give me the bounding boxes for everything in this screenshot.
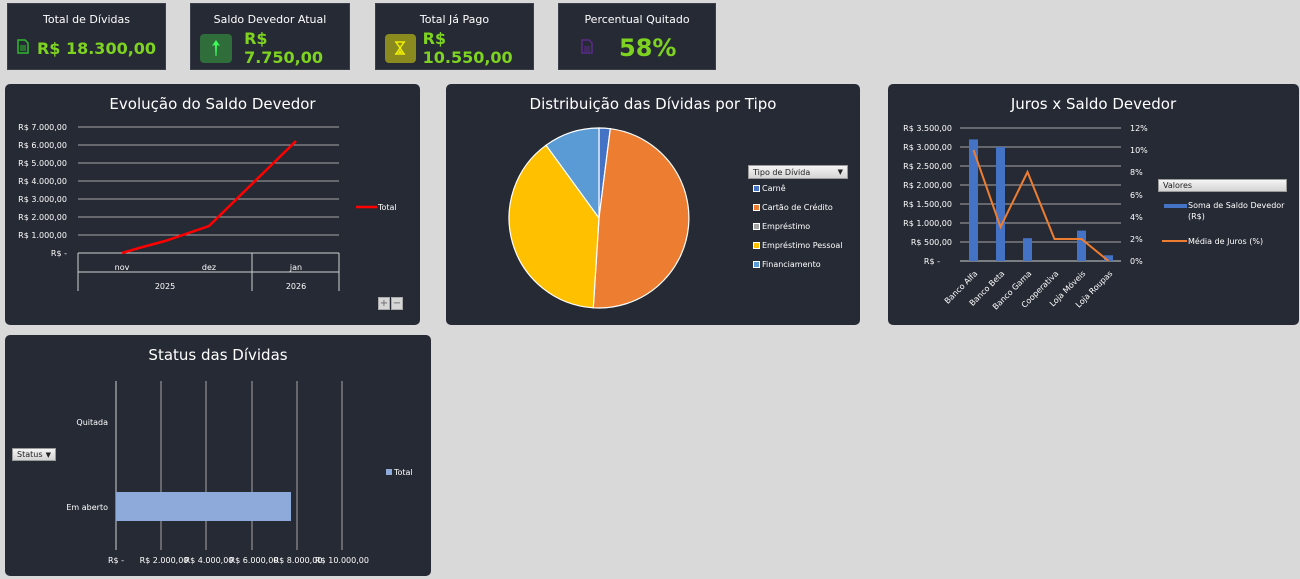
chart-evolucao-saldo[interactable]: Evolução do Saldo Devedor R$ 7.000,00 R$… — [5, 84, 420, 325]
svg-text:jan: jan — [289, 263, 302, 272]
kpi-total-pago: Total Já Pago R$ 10.550,00 — [375, 3, 534, 70]
svg-text:R$ -: R$ - — [924, 257, 940, 266]
chart-juros-saldo[interactable]: Juros x Saldo Devedor R$ 3.500,00 R$ 3.0… — [888, 84, 1299, 325]
valores-legend-header: Valores — [1158, 179, 1287, 192]
kpi-title: Total de Dívidas — [43, 13, 130, 26]
line-media-juros — [972, 149, 1110, 262]
legend-total: Total — [377, 203, 397, 212]
svg-text:2026: 2026 — [286, 282, 306, 291]
svg-text:8%: 8% — [1130, 168, 1143, 177]
svg-text:R$ 8.000,00: R$ 8.000,00 — [274, 556, 323, 565]
svg-text:R$ 3.000,00: R$ 3.000,00 — [903, 143, 952, 152]
svg-text:R$ 6.000,00: R$ 6.000,00 — [18, 141, 67, 150]
kpi-value: R$ 18.300,00 — [36, 38, 157, 58]
pie-chart-plot — [508, 127, 690, 309]
legend-emprestimo-pessoal: Empréstimo Pessoal — [753, 241, 843, 250]
tipo-divida-filter-button[interactable]: Tipo de Dívida ▼ — [748, 165, 848, 179]
kpi-total-dividas: Total de Dívidas R$ 18.300,00 — [7, 3, 166, 70]
svg-text:R$ 2.000,00: R$ 2.000,00 — [903, 181, 952, 190]
svg-text:R$ 7.000,00: R$ 7.000,00 — [18, 123, 67, 132]
hourglass-icon — [385, 33, 416, 63]
arrow-up-icon — [200, 33, 233, 63]
chart-title: Distribuição das Dívidas por Tipo — [529, 95, 777, 113]
document-icon — [17, 38, 29, 58]
slice-emprestimo-pessoal — [508, 144, 600, 309]
legend-financiamento: Financiamento — [753, 260, 821, 269]
kpi-value: R$ 10.550,00 — [422, 29, 513, 67]
svg-text:12%: 12% — [1130, 124, 1148, 133]
chart-status-dividas[interactable]: Status das Dívidas Quitada Em aberto R$ … — [5, 335, 431, 576]
svg-text:0%: 0% — [1130, 257, 1143, 266]
status-filter-button[interactable]: Status ▼ — [12, 448, 56, 461]
slice-financiamento — [545, 127, 600, 220]
svg-text:R$ -: R$ - — [51, 249, 67, 258]
kpi-title: Total Já Pago — [419, 13, 490, 26]
expand-button[interactable]: + — [378, 297, 390, 310]
svg-text:(R$): (R$) — [1188, 212, 1205, 221]
series-total-line — [121, 140, 297, 255]
hbar-chart-plot: Quitada Em aberto R$ - R$ 2.000,00 R$ 4.… — [66, 381, 413, 565]
bar-em-aberto — [116, 492, 291, 521]
svg-text:R$ 5.000,00: R$ 5.000,00 — [18, 159, 67, 168]
legend-cartao-credito: Cartão de Crédito — [753, 203, 833, 212]
svg-text:Quitada: Quitada — [76, 418, 108, 427]
document-icon — [581, 38, 593, 58]
kpi-title: Percentual Quitado — [584, 13, 690, 26]
svg-text:R$ 6.000,00: R$ 6.000,00 — [230, 556, 279, 565]
svg-text:R$ 3.500,00: R$ 3.500,00 — [903, 124, 952, 133]
svg-text:R$ 1.000,00: R$ 1.000,00 — [903, 219, 952, 228]
svg-text:R$ 4.000,00: R$ 4.000,00 — [18, 177, 67, 186]
bars-saldo-devedor — [969, 139, 1113, 261]
svg-text:10%: 10% — [1130, 146, 1148, 155]
chart-distribuicao-tipo[interactable]: Distribuição das Dívidas por Tipo Tipo d… — [446, 84, 860, 325]
kpi-saldo-devedor: Saldo Devedor Atual R$ 7.750,00 — [190, 3, 350, 70]
svg-text:R$ 2.500,00: R$ 2.500,00 — [903, 162, 952, 171]
svg-text:6%: 6% — [1130, 191, 1143, 200]
kpi-value: R$ 7.750,00 — [244, 29, 324, 67]
legend-carne: Carnê — [753, 184, 786, 193]
chart-title: Juros x Saldo Devedor — [1010, 95, 1177, 113]
svg-text:Em aberto: Em aberto — [66, 503, 108, 512]
combo-chart-plot: R$ 3.500,00 R$ 3.000,00 R$ 2.500,00 R$ 2… — [903, 124, 1285, 312]
svg-text:R$ 10.000,00: R$ 10.000,00 — [315, 556, 369, 565]
svg-text:R$ 1.000,00: R$ 1.000,00 — [18, 231, 67, 240]
legend-emprestimo: Empréstimo — [753, 222, 810, 231]
chart-title: Evolução do Saldo Devedor — [109, 95, 316, 113]
svg-text:R$ 3.000,00: R$ 3.000,00 — [18, 195, 67, 204]
zoom-controls: + − — [378, 297, 403, 310]
svg-text:R$ 2.000,00: R$ 2.000,00 — [140, 556, 189, 565]
chart-title: Status das Dívidas — [148, 346, 288, 364]
line-chart-plot: R$ 7.000,00 R$ 6.000,00 R$ 5.000,00 R$ 4… — [18, 123, 397, 291]
svg-text:R$ 2.000,00: R$ 2.000,00 — [18, 213, 67, 222]
svg-text:Soma de Saldo Devedor: Soma de Saldo Devedor — [1188, 201, 1285, 210]
svg-text:4%: 4% — [1130, 213, 1143, 222]
kpi-title: Saldo Devedor Atual — [213, 13, 327, 26]
slice-cartao-credito — [592, 128, 690, 309]
svg-text:2025: 2025 — [155, 282, 175, 291]
svg-text:R$ 500,00: R$ 500,00 — [911, 238, 952, 247]
svg-text:2%: 2% — [1130, 235, 1143, 244]
svg-text:dez: dez — [202, 263, 216, 272]
legend-total: Total — [393, 468, 413, 477]
svg-text:nov: nov — [115, 263, 130, 272]
kpi-percentual-quitado: Percentual Quitado 58% — [558, 3, 716, 70]
svg-text:R$ 1.500,00: R$ 1.500,00 — [903, 200, 952, 209]
svg-text:Média de Juros (%): Média de Juros (%) — [1188, 236, 1263, 246]
svg-text:R$ -: R$ - — [108, 556, 124, 565]
collapse-button[interactable]: − — [391, 297, 403, 310]
svg-text:R$ 4.000,00: R$ 4.000,00 — [185, 556, 234, 565]
kpi-value: 58% — [619, 34, 677, 62]
